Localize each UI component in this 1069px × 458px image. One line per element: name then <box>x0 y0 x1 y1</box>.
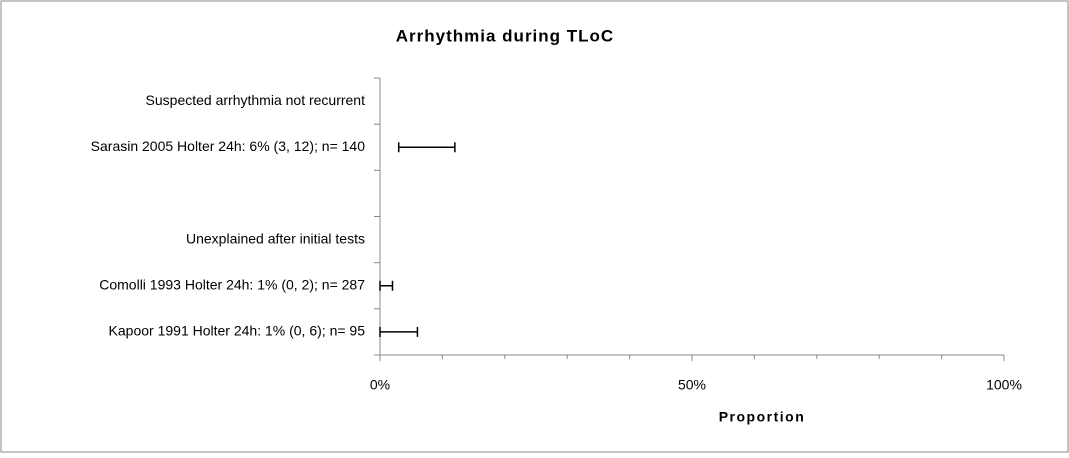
y-tick-label: Sarasin 2005 Holter 24h: 6% (3, 12); n= … <box>91 138 366 154</box>
y-tick-label: Unexplained after initial tests <box>186 230 365 246</box>
chart-title: Arrhythmia during TLoC <box>396 26 614 45</box>
x-axis-label: Proportion <box>719 409 806 425</box>
x-tick-label: 100% <box>986 377 1022 393</box>
x-tick-label: 0% <box>370 377 390 393</box>
x-tick-label: 50% <box>678 377 706 393</box>
y-tick-label: Suspected arrhythmia not recurrent <box>146 92 366 108</box>
y-tick-label: Comolli 1993 Holter 24h: 1% (0, 2); n= 2… <box>99 276 365 292</box>
y-tick-label: Kapoor 1991 Holter 24h: 1% (0, 6); n= 95 <box>109 323 366 339</box>
